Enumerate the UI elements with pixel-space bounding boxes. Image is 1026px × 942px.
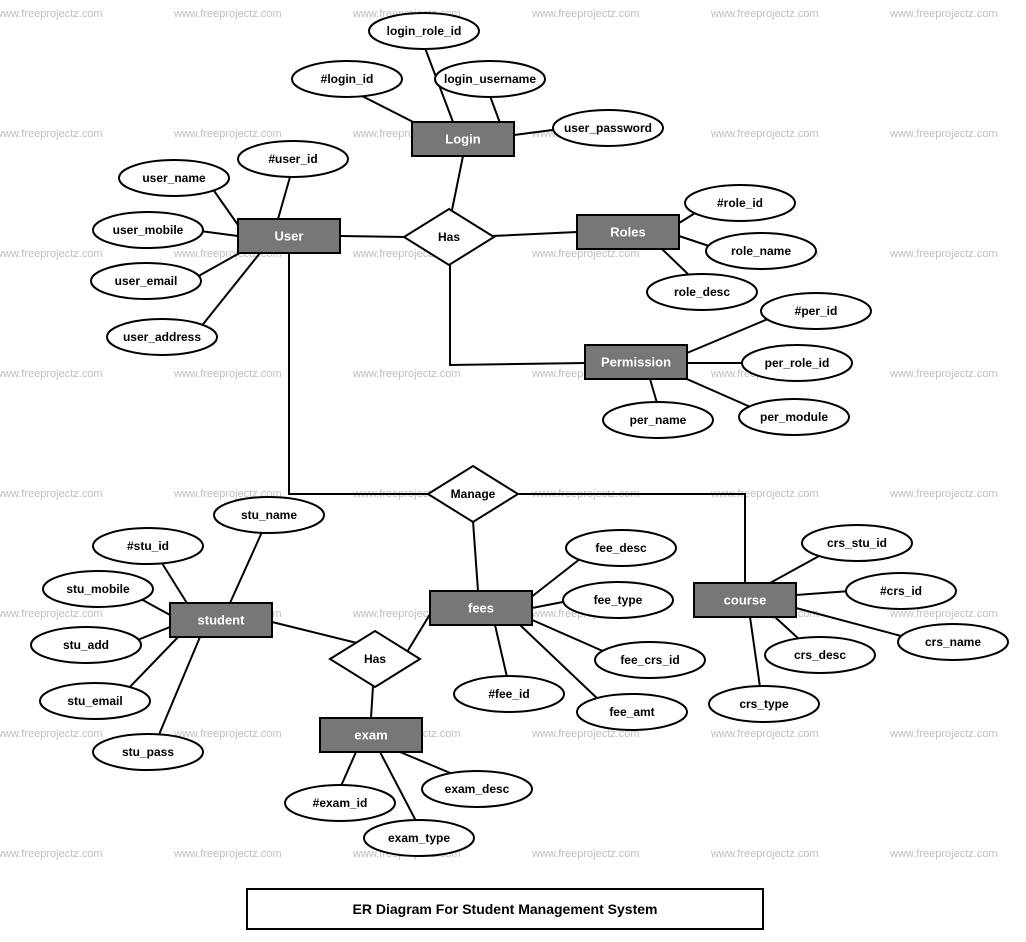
attribute-user_mobile-label: user_mobile (113, 223, 184, 237)
attribute-login_id-label: #login_id (321, 72, 374, 86)
edge-7 (272, 622, 357, 643)
edge-9 (371, 686, 373, 718)
attribute-stu_mobile-label: stu_mobile (66, 582, 130, 596)
entity-user-label: User (275, 229, 304, 244)
edge-42 (341, 752, 356, 786)
title-group: ER Diagram For Student Management System (247, 889, 763, 929)
edge-2 (492, 232, 577, 236)
attribute-per_role_id-label: per_role_id (765, 356, 830, 370)
attribute-fee_id-label: #fee_id (488, 687, 529, 701)
edge-17 (195, 250, 245, 278)
entity-permission-label: Permission (601, 355, 671, 370)
attribute-per_name-label: per_name (630, 413, 687, 427)
attribute-stu_email-label: stu_email (67, 694, 122, 708)
edge-5 (473, 521, 478, 591)
attribute-login_username-label: login_username (444, 72, 536, 86)
diagram-title: ER Diagram For Student Management System (353, 901, 658, 917)
edge-39 (796, 608, 905, 637)
edge-12 (490, 96, 500, 123)
relationship-manage-label: Manage (451, 487, 496, 501)
edge-18 (200, 253, 260, 328)
edge-36 (495, 625, 507, 677)
attribute-fee_desc-label: fee_desc (595, 541, 647, 555)
attribute-crs_name-label: crs_name (925, 635, 981, 649)
attribute-role_id-label: #role_id (717, 196, 763, 210)
er-diagram-svg: Has Manage Has Login User Roles Permission stu… (0, 0, 1026, 942)
attribute-crs_desc-label: crs_desc (794, 648, 846, 662)
attribute-exam_type-label: exam_type (388, 831, 450, 845)
edge-29 (135, 627, 170, 641)
edge-40 (775, 617, 800, 640)
entity-login-label: Login (445, 132, 480, 147)
relationship-has_top-label: Has (438, 230, 460, 244)
attribute-stu_name-label: stu_name (241, 508, 297, 522)
attribute-stu_pass-label: stu_pass (122, 745, 174, 759)
attribute-exam_id-label: #exam_id (313, 796, 368, 810)
edge-38 (796, 591, 850, 595)
attribute-user_address-label: user_address (123, 330, 201, 344)
attribute-crs_id-label: #crs_id (880, 584, 922, 598)
edge-26 (230, 532, 262, 603)
edge-16 (200, 231, 238, 236)
relationship-has_mid-label: Has (364, 652, 386, 666)
edge-0 (452, 156, 463, 210)
attribute-login_role_id-label: login_role_id (387, 24, 462, 38)
entity-exam-label: exam (354, 728, 387, 743)
attribute-crs_stu_id-label: crs_stu_id (827, 536, 887, 550)
attribute-user_name-label: user_name (142, 171, 206, 185)
attribute-exam_desc-label: exam_desc (445, 782, 510, 796)
attribute-fee_type-label: fee_type (594, 593, 643, 607)
edge-1 (340, 236, 406, 237)
attribute-crs_type-label: crs_type (739, 697, 789, 711)
edge-34 (530, 619, 605, 652)
entity-course-label: course (724, 593, 767, 608)
attribute-fee_amt-label: fee_amt (609, 705, 654, 719)
attribute-fee_crs_id-label: fee_crs_id (620, 653, 679, 667)
edge-22 (687, 316, 775, 353)
edge-27 (160, 560, 190, 608)
edge-14 (278, 177, 290, 219)
edge-41 (750, 617, 760, 687)
entity-fees-label: fees (468, 601, 494, 616)
entity-roles-label: Roles (610, 225, 645, 240)
attribute-user_password-label: user_password (564, 121, 652, 135)
attribute-per_id-label: #per_id (795, 304, 838, 318)
edge-25 (650, 379, 657, 403)
attribute-stu_id-label: #stu_id (127, 539, 169, 553)
attributes-group: login_role_id #login_id login_usernameuser… (31, 13, 1008, 856)
attribute-role_name-label: role_name (731, 244, 791, 258)
attribute-user_email-label: user_email (115, 274, 178, 288)
attribute-stu_add-label: stu_add (63, 638, 109, 652)
entity-student-label: student (198, 613, 246, 628)
edge-21 (662, 249, 690, 276)
attribute-user_id-label: #user_id (268, 152, 317, 166)
edge-24 (680, 376, 755, 409)
attribute-per_module-label: per_module (760, 410, 828, 424)
edge-43 (400, 752, 455, 775)
edge-4 (289, 253, 430, 494)
attribute-role_desc-label: role_desc (674, 285, 730, 299)
edge-3 (450, 264, 585, 365)
